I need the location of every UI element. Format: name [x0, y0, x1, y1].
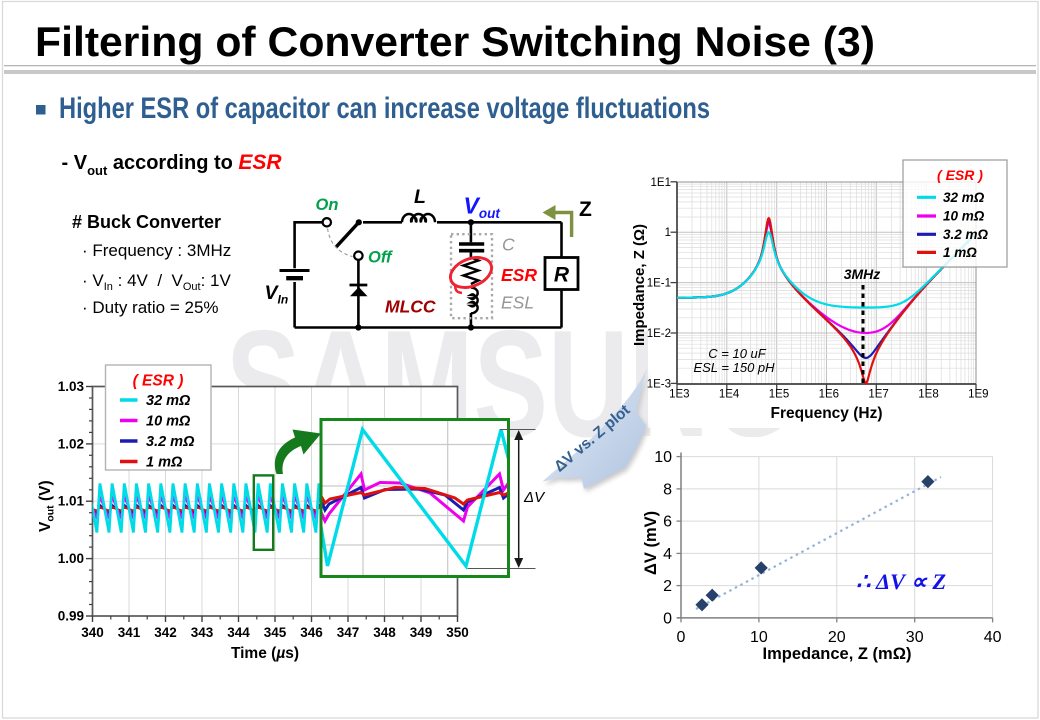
- svg-text:Filtering of Converter Switchi: Filtering of Converter Switching Noise (…: [35, 18, 875, 65]
- svg-text:4: 4: [663, 546, 672, 563]
- svg-text:1E8: 1E8: [918, 389, 938, 401]
- svg-text:340: 340: [81, 625, 104, 640]
- svg-text:Time (µs): Time (µs): [231, 645, 299, 662]
- svg-text:20: 20: [828, 629, 846, 646]
- svg-text:40: 40: [984, 629, 1002, 646]
- svg-text:348: 348: [373, 625, 396, 640]
- svg-text:· VIn : 4V / VOut: 1V: · VIn : 4V / VOut: 1V: [82, 271, 231, 293]
- svg-text:1.03: 1.03: [58, 379, 85, 394]
- svg-text:Vout: Vout: [464, 193, 501, 222]
- svg-text:1E4: 1E4: [719, 389, 740, 401]
- svg-text:1E-2: 1E-2: [647, 328, 671, 340]
- svg-text:- Vout according to ESR: - Vout according to ESR: [62, 151, 283, 178]
- svg-text:1E-1: 1E-1: [647, 278, 671, 290]
- svg-text:ESR: ESR: [501, 265, 537, 285]
- svg-text:1.00: 1.00: [58, 551, 84, 566]
- svg-text:Higher ESR of capacitor can in: Higher ESR of capacitor can increase vol…: [59, 92, 710, 125]
- svg-text:L: L: [414, 186, 426, 208]
- svg-text:· Frequency : 3MHz: · Frequency : 3MHz: [82, 241, 231, 260]
- svg-text:1E1: 1E1: [651, 177, 671, 189]
- svg-text:1 mΩ: 1 mΩ: [943, 245, 977, 260]
- svg-text:1E9: 1E9: [968, 389, 988, 401]
- svg-text:Impedance, Z (mΩ): Impedance, Z (mΩ): [763, 645, 912, 663]
- svg-text:3.2 mΩ: 3.2 mΩ: [146, 434, 195, 450]
- svg-text:Vout (V): Vout (V): [37, 480, 57, 532]
- svg-text:346: 346: [300, 625, 323, 640]
- svg-text:32 mΩ: 32 mΩ: [146, 393, 191, 409]
- svg-text:1 mΩ: 1 mΩ: [146, 455, 183, 471]
- svg-text:ESL = 150 pH: ESL = 150 pH: [693, 360, 775, 375]
- svg-text:1E5: 1E5: [769, 389, 789, 401]
- svg-text:R: R: [554, 264, 570, 287]
- svg-text:347: 347: [337, 625, 360, 640]
- svg-text:VIn: VIn: [265, 282, 289, 307]
- svg-text:Frequency (Hz): Frequency (Hz): [771, 405, 883, 422]
- svg-text:∴ ΔV ∝ Z: ∴ ΔV ∝ Z: [856, 569, 946, 594]
- svg-text:10: 10: [654, 449, 672, 466]
- svg-text:10 mΩ: 10 mΩ: [943, 209, 985, 224]
- svg-text:C: C: [502, 235, 515, 255]
- svg-text:On: On: [316, 196, 339, 214]
- svg-text:1.01: 1.01: [58, 494, 85, 509]
- svg-text:C = 10 uF: C = 10 uF: [708, 346, 767, 361]
- svg-text:1E3: 1E3: [669, 389, 689, 401]
- svg-text:8: 8: [663, 481, 672, 498]
- svg-text:( ESR ): ( ESR ): [937, 167, 983, 183]
- svg-text:341: 341: [118, 625, 141, 640]
- svg-text:0: 0: [663, 610, 672, 627]
- svg-text:10 mΩ: 10 mΩ: [146, 414, 191, 430]
- svg-text:2: 2: [663, 578, 672, 595]
- svg-text:0.99: 0.99: [58, 609, 84, 624]
- svg-text:3MHz: 3MHz: [844, 266, 881, 282]
- svg-text:MLCC: MLCC: [385, 297, 436, 317]
- svg-text:10: 10: [750, 629, 768, 646]
- svg-text:3.2 mΩ: 3.2 mΩ: [943, 227, 989, 242]
- svg-text:0: 0: [677, 629, 686, 646]
- svg-text:349: 349: [410, 625, 433, 640]
- svg-text:# Buck Converter: # Buck Converter: [72, 212, 221, 232]
- svg-text:( ESR ): ( ESR ): [133, 373, 184, 390]
- svg-text:ΔV: ΔV: [523, 489, 546, 506]
- svg-text:343: 343: [191, 625, 214, 640]
- svg-text:1E-3: 1E-3: [647, 378, 671, 390]
- svg-text:6: 6: [663, 514, 672, 531]
- svg-text:344: 344: [227, 625, 250, 640]
- svg-text:ESL: ESL: [501, 293, 534, 313]
- svg-text:1: 1: [665, 227, 671, 239]
- svg-text:1.02: 1.02: [58, 436, 84, 451]
- svg-text:345: 345: [264, 625, 287, 640]
- svg-text:1E7: 1E7: [868, 389, 888, 401]
- svg-text:30: 30: [906, 629, 924, 646]
- svg-text:Off: Off: [368, 249, 393, 267]
- svg-text:· Duty ratio = 25%: · Duty ratio = 25%: [82, 298, 219, 317]
- svg-text:Z: Z: [579, 198, 592, 221]
- svg-text:32 mΩ: 32 mΩ: [943, 190, 985, 205]
- svg-text:1E6: 1E6: [819, 389, 839, 401]
- svg-text:342: 342: [154, 625, 177, 640]
- svg-text:Impedance, Z (Ω): Impedance, Z (Ω): [631, 224, 648, 346]
- svg-text:ΔV (mV): ΔV (mV): [642, 511, 660, 575]
- svg-text:350: 350: [446, 625, 469, 640]
